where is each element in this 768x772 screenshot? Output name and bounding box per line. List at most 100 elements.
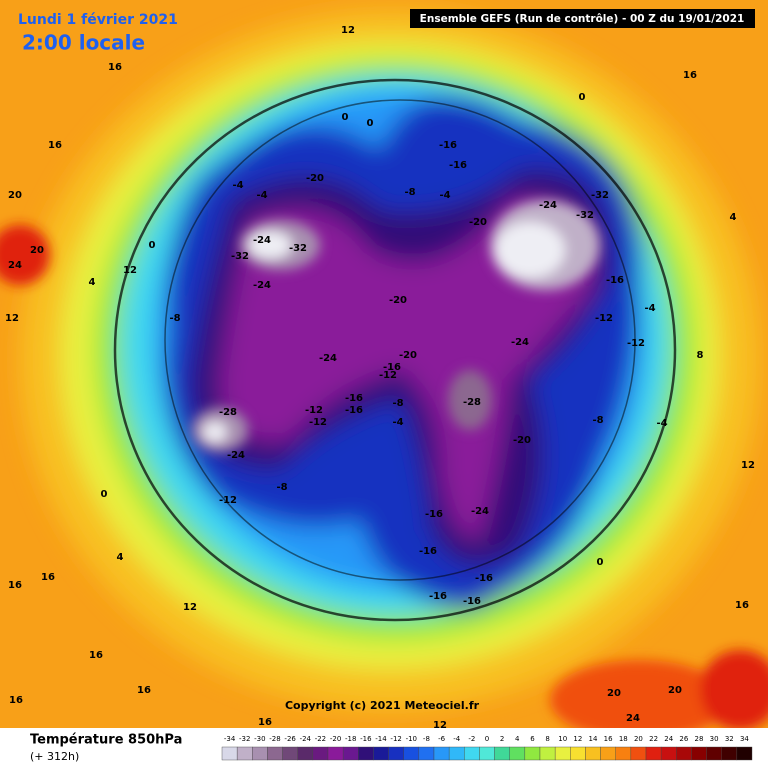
- date-label: Lundi 1 février 2021: [18, 12, 178, 28]
- colorbar-swatch: [570, 746, 586, 761]
- contour-label: -16: [463, 596, 481, 607]
- contour-label: -24: [253, 280, 271, 291]
- colorbar-tick-label: -4: [453, 735, 461, 743]
- contour-label: 12: [123, 265, 137, 276]
- contour-label: -20: [469, 217, 487, 228]
- contour-label: -16: [606, 275, 624, 286]
- contour-label: 0: [579, 92, 586, 103]
- contour-label: 4: [89, 277, 96, 288]
- contour-label: -20: [513, 435, 531, 446]
- contour-label: -4: [644, 303, 655, 314]
- contour-label: -16: [383, 362, 401, 373]
- colorbar-tick-label: -26: [284, 735, 296, 743]
- colorbar-swatch: [252, 746, 268, 761]
- contour-label: 16: [8, 580, 22, 591]
- colorbar-tick-label: -16: [360, 735, 372, 743]
- contour-label: 4: [117, 552, 124, 563]
- colorbar-tick-label: -22: [315, 735, 326, 743]
- contour-label: -24: [253, 235, 271, 246]
- contour-label: 12: [183, 602, 197, 613]
- contour-label: -16: [345, 405, 363, 416]
- colorbar-swatch: [297, 746, 314, 761]
- colorbar-tick-label: -10: [406, 735, 417, 743]
- contour-label: 0: [597, 557, 604, 568]
- colorbar-tick-label: 30: [710, 735, 719, 743]
- colorbar-swatch: [645, 746, 662, 761]
- colorbar-swatch: [448, 746, 465, 761]
- colorbar-tick-label: -6: [438, 735, 446, 743]
- contour-label: -24: [319, 353, 337, 364]
- colorbar-swatch: [585, 746, 601, 761]
- contour-label: -16: [345, 393, 363, 404]
- contour-label: 0: [342, 112, 349, 123]
- contour-label: 20: [668, 685, 682, 696]
- contour-label: -16: [429, 591, 447, 602]
- contour-label: -8: [404, 187, 415, 198]
- contour-label: 20: [8, 190, 22, 201]
- colorbar-swatch: [221, 746, 238, 761]
- colorbar-swatch: [403, 746, 420, 761]
- contour-label: -4: [256, 190, 267, 201]
- colorbar-swatch: [736, 746, 753, 761]
- map: [0, 0, 768, 740]
- contour-label: -4: [392, 417, 403, 428]
- colorbar-tick-label: -20: [330, 735, 341, 743]
- contour-label: 16: [9, 695, 23, 706]
- contour-label: -20: [399, 350, 417, 361]
- colorbar-swatch: [418, 746, 435, 761]
- colorbar-tick-label: -34: [224, 735, 236, 743]
- colorbar-swatch: [721, 746, 738, 761]
- contour-label: 16: [89, 650, 103, 661]
- colorbar-tick-label: 8: [545, 735, 549, 743]
- colorbar-tick-label: -2: [468, 735, 475, 743]
- contour-label: -12: [219, 495, 237, 506]
- contour-label: -8: [276, 482, 287, 493]
- contour-label: -32: [289, 243, 307, 254]
- contour-label: -12: [595, 313, 613, 324]
- footer-title: Température 850hPa: [30, 733, 182, 748]
- contour-label: -24: [539, 200, 557, 211]
- contour-label: 0: [367, 118, 374, 129]
- contour-label: -24: [511, 337, 529, 348]
- contour-label: 12: [741, 460, 755, 471]
- colorbar-swatch: [267, 746, 283, 761]
- colorbar-swatch: [615, 746, 632, 761]
- colorbar-tick-label: 0: [485, 735, 489, 743]
- contour-label: 0: [149, 240, 156, 251]
- contour-label: 16: [48, 140, 62, 151]
- contour-label: -32: [576, 210, 594, 221]
- contour-label: 20: [607, 688, 621, 699]
- colorbar-swatch: [433, 746, 450, 761]
- colorbar-tick-label: 2: [500, 735, 504, 743]
- colorbar-swatch: [358, 746, 374, 761]
- colorbar-tick-label: -32: [239, 735, 250, 743]
- contour-label: -4: [656, 418, 667, 429]
- time-label: 2:00 locale: [22, 31, 145, 55]
- contour-label: 4: [730, 212, 737, 223]
- colorbar-tick-label: 20: [634, 735, 643, 743]
- contour-label: -12: [379, 370, 397, 381]
- colorbar-tick-label: 26: [679, 735, 688, 743]
- colorbar-swatch: [691, 746, 707, 761]
- contour-label: -16: [449, 160, 467, 171]
- colorbar-tick-label: 14: [589, 735, 598, 743]
- contour-label: -16: [475, 573, 493, 584]
- colorbar-swatch: [600, 746, 616, 761]
- contour-label: -32: [231, 251, 249, 262]
- contour-label: 16: [137, 685, 151, 696]
- contour-label: -8: [169, 313, 180, 324]
- contour-label: -12: [627, 338, 645, 349]
- colorbar-swatch: [660, 746, 677, 761]
- colorbar-tick-label: 34: [740, 735, 749, 743]
- colorbar-tick-label: 32: [725, 735, 734, 743]
- contour-label: -20: [306, 173, 324, 184]
- contour-label: -28: [219, 407, 237, 418]
- colorbar-swatch: [509, 746, 526, 761]
- contour-label: 16: [108, 62, 122, 73]
- contour-label: -20: [389, 295, 407, 306]
- contour-label: -28: [463, 397, 481, 408]
- footer-lead: (+ 312h): [30, 750, 79, 763]
- contour-label: 16: [258, 717, 272, 728]
